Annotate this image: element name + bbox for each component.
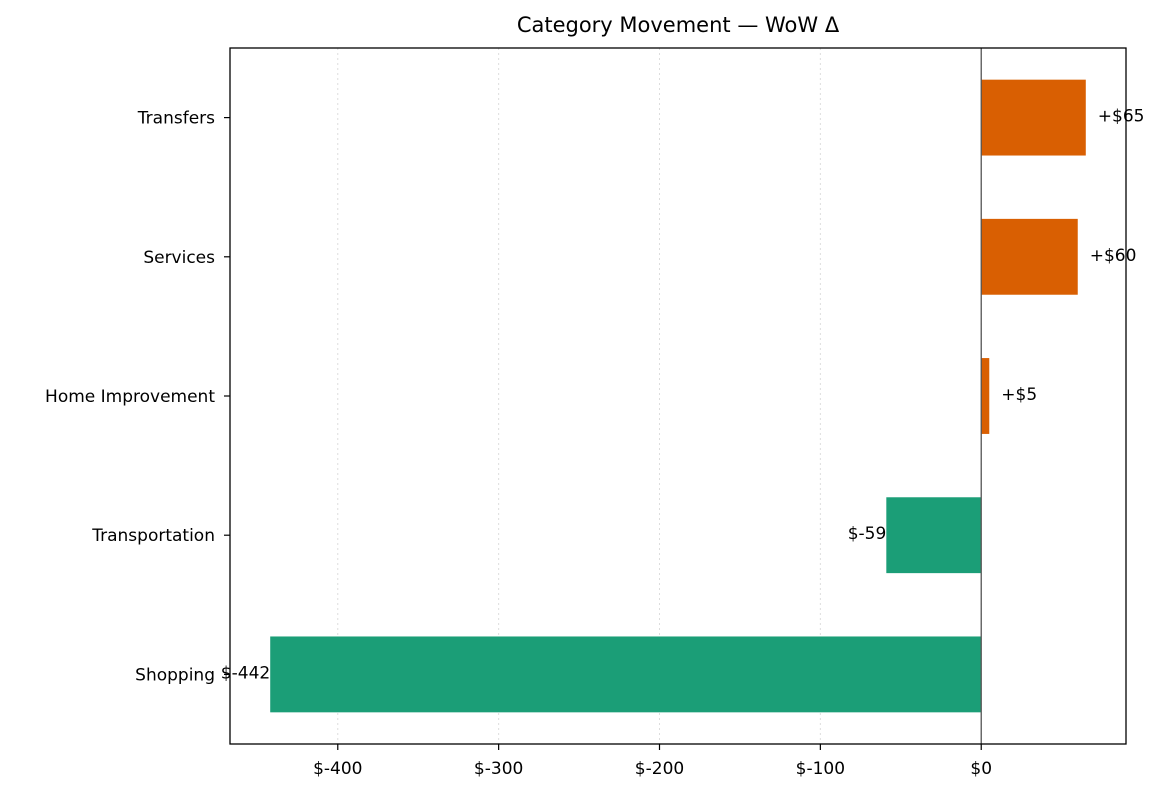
x-tick-label: $-400	[313, 759, 362, 779]
bar-value-label: +$65	[1098, 107, 1145, 127]
chart-title: Category Movement — WoW Δ	[517, 13, 840, 37]
bar-value-label: $-442	[221, 663, 270, 683]
bar-services	[981, 218, 1078, 295]
bar-value-label: $-59	[848, 524, 887, 544]
x-tick-label: $-100	[796, 759, 845, 779]
y-tick-label: Transfers	[137, 109, 215, 129]
y-tick-label: Transportation	[91, 526, 215, 546]
x-tick-label: $-300	[474, 759, 523, 779]
x-tick-label: $-200	[635, 759, 684, 779]
y-tick-label: Shopping	[135, 665, 215, 685]
axis-ticks: $-400 $-300 $-200 $-100 $0 Transfers Services H…	[45, 109, 992, 779]
bar-transfers	[981, 79, 1086, 156]
bars	[270, 79, 1086, 713]
bar-transportation	[886, 497, 982, 574]
x-tick-label: $0	[970, 759, 992, 779]
bar-home-improvement	[981, 358, 990, 434]
y-tick-label: Home Improvement	[45, 387, 215, 407]
bar-value-label: +$5	[1001, 385, 1037, 405]
bar-shopping	[270, 636, 982, 713]
bar-value-label: +$60	[1090, 246, 1137, 266]
y-tick-label: Services	[143, 248, 215, 268]
data-labels: +$65 +$60 +$5 $-59 $-442	[221, 107, 1145, 684]
